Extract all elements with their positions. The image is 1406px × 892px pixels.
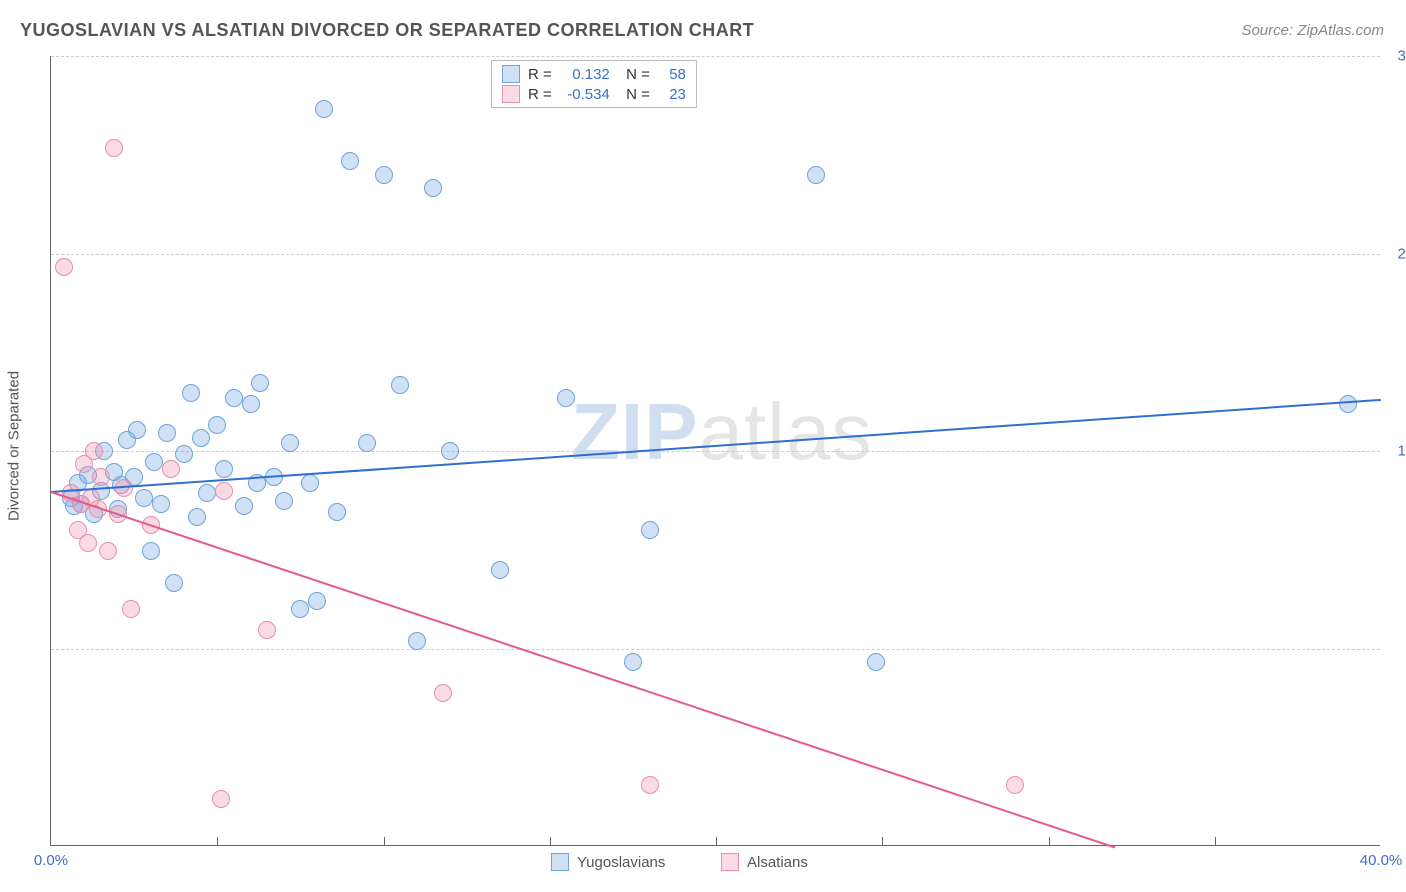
legend-r-value: 0.132	[560, 66, 610, 83]
scatter-point	[258, 621, 276, 639]
x-minor-tick	[217, 837, 218, 845]
legend-stats: R = 0.132 N = 58 R = -0.534 N = 23	[491, 60, 697, 108]
scatter-point	[275, 492, 293, 510]
scatter-point	[235, 497, 253, 515]
legend-r-label: R =	[528, 86, 552, 103]
scatter-point	[434, 684, 452, 702]
scatter-point	[375, 166, 393, 184]
x-tick-label: 40.0%	[1360, 852, 1403, 869]
scatter-point	[328, 503, 346, 521]
legend-n-label: N =	[618, 86, 650, 103]
scatter-point	[122, 600, 140, 618]
y-tick-label: 22.5%	[1385, 245, 1406, 262]
legend-r-label: R =	[528, 66, 552, 83]
scatter-point	[99, 542, 117, 560]
scatter-point	[867, 653, 885, 671]
grid-line	[51, 451, 1380, 452]
watermark-atlas: atlas	[698, 387, 872, 476]
scatter-point	[251, 374, 269, 392]
legend-series-label: Yugoslavians	[577, 854, 665, 871]
scatter-point	[142, 542, 160, 560]
scatter-plot: ZIPatlas 7.5%15.0%22.5%30.0%0.0%40.0%R =…	[50, 56, 1380, 846]
grid-line	[51, 649, 1380, 650]
scatter-point	[145, 453, 163, 471]
grid-line	[51, 56, 1380, 57]
legend-swatch	[721, 853, 739, 871]
legend-swatch	[502, 85, 520, 103]
source-label: Source: ZipAtlas.com	[1241, 22, 1384, 39]
y-tick-label: 30.0%	[1385, 48, 1406, 65]
x-minor-tick	[1215, 837, 1216, 845]
scatter-point	[624, 653, 642, 671]
scatter-point	[165, 574, 183, 592]
legend-swatch	[502, 65, 520, 83]
scatter-point	[79, 534, 97, 552]
scatter-point	[315, 100, 333, 118]
fit-line	[51, 491, 1116, 848]
scatter-point	[358, 434, 376, 452]
scatter-point	[162, 460, 180, 478]
scatter-point	[641, 521, 659, 539]
x-tick-label: 0.0%	[34, 852, 68, 869]
scatter-point	[182, 384, 200, 402]
chart-title: YUGOSLAVIAN VS ALSATIAN DIVORCED OR SEPA…	[20, 20, 754, 41]
scatter-point	[55, 258, 73, 276]
scatter-point	[135, 489, 153, 507]
scatter-point	[281, 434, 299, 452]
scatter-point	[408, 632, 426, 650]
scatter-point	[301, 474, 319, 492]
scatter-point	[242, 395, 260, 413]
scatter-point	[92, 468, 110, 486]
scatter-point	[158, 424, 176, 442]
x-minor-tick	[550, 837, 551, 845]
y-tick-label: 15.0%	[1385, 443, 1406, 460]
scatter-point	[557, 389, 575, 407]
scatter-point	[175, 445, 193, 463]
legend-series-label: Alsatians	[747, 854, 808, 871]
watermark-zip: ZIP	[571, 387, 698, 476]
x-minor-tick	[1049, 837, 1050, 845]
scatter-point	[188, 508, 206, 526]
scatter-point	[1339, 395, 1357, 413]
y-tick-label: 7.5%	[1385, 640, 1406, 657]
legend-stats-row: R = -0.534 N = 23	[502, 85, 686, 103]
x-minor-tick	[384, 837, 385, 845]
scatter-point	[85, 442, 103, 460]
x-minor-tick	[716, 837, 717, 845]
watermark: ZIPatlas	[571, 386, 872, 478]
scatter-point	[192, 429, 210, 447]
scatter-point	[641, 776, 659, 794]
legend-n-label: N =	[618, 66, 650, 83]
legend-series: Alsatians	[721, 853, 808, 871]
scatter-point	[1006, 776, 1024, 794]
scatter-point	[308, 592, 326, 610]
x-minor-tick	[882, 837, 883, 845]
scatter-point	[215, 482, 233, 500]
scatter-point	[105, 139, 123, 157]
legend-n-value: 23	[658, 86, 686, 103]
scatter-point	[424, 179, 442, 197]
legend-series: Yugoslavians	[551, 853, 665, 871]
scatter-point	[441, 442, 459, 460]
scatter-point	[152, 495, 170, 513]
scatter-point	[225, 389, 243, 407]
scatter-point	[198, 484, 216, 502]
scatter-point	[215, 460, 233, 478]
legend-n-value: 58	[658, 66, 686, 83]
scatter-point	[212, 790, 230, 808]
scatter-point	[208, 416, 226, 434]
scatter-point	[291, 600, 309, 618]
legend-r-value: -0.534	[560, 86, 610, 103]
scatter-point	[807, 166, 825, 184]
y-axis-label: Divorced or Separated	[6, 371, 23, 521]
scatter-point	[491, 561, 509, 579]
grid-line	[51, 254, 1380, 255]
legend-stats-row: R = 0.132 N = 58	[502, 65, 686, 83]
scatter-point	[341, 152, 359, 170]
scatter-point	[391, 376, 409, 394]
legend-swatch	[551, 853, 569, 871]
scatter-point	[128, 421, 146, 439]
